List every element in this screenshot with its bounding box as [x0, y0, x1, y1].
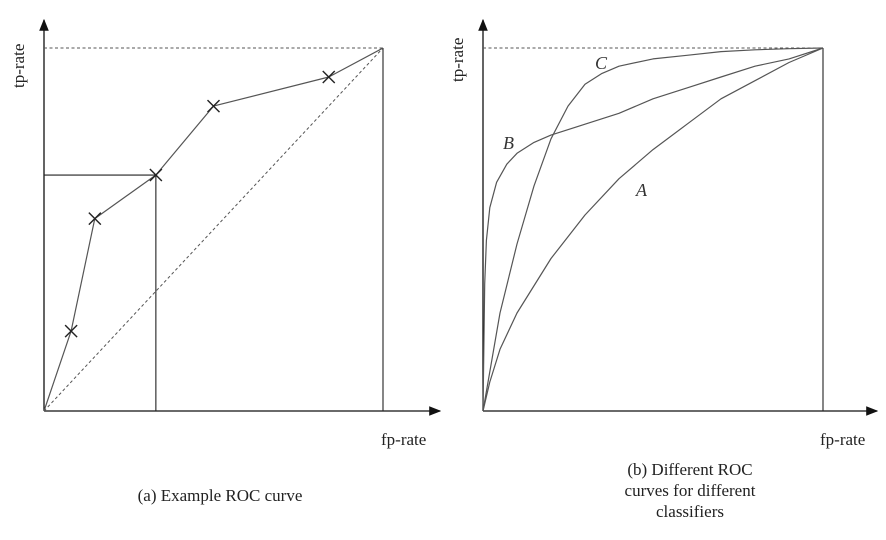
panel-b-caption-line-3: classifiers: [656, 502, 724, 521]
panel-a-point-marker-2: [88, 212, 102, 226]
panel-a-point-marker-3: [149, 168, 163, 182]
panel-a-point-marker-1: [64, 324, 78, 338]
panel-a-example-roc: [39, 18, 442, 416]
curve-label-a: A: [636, 180, 647, 200]
panel-a-point-marker-2-stroke-2: [88, 212, 102, 226]
panel-a-point-marker-1-stroke-2: [64, 324, 78, 338]
panel-a-point-marker-3-stroke-2: [149, 168, 163, 182]
curve-label-b: B: [503, 133, 514, 153]
panel-a-point-marker-5-stroke-2: [322, 70, 336, 84]
panel-b-different-roc: [478, 18, 879, 416]
panel-a-point-marker-5: [322, 70, 336, 84]
panel-a-caption: (a) Example ROC curve: [137, 486, 303, 505]
panel-a-diagonal-line: [43, 47, 384, 412]
panel-b-roc-curve-b: [482, 47, 824, 412]
curve-label-c: C: [595, 53, 608, 73]
panel-a-point-marker-4-stroke-2: [207, 99, 220, 113]
panel-a-point-marker-4: [207, 99, 220, 113]
panel-b-caption-line-1: (b) Different ROC: [627, 460, 753, 479]
panel-b-y-axis-label: tp-rate: [448, 37, 467, 82]
panel-b-roc-curve-c: [482, 47, 824, 412]
panel-a-x-axis-label: fp-rate: [381, 430, 427, 449]
panel-b-x-axis-label: fp-rate: [820, 430, 866, 449]
panel-a-y-axis-label: tp-rate: [9, 43, 28, 88]
panel-b-caption-line-2: curves for different: [624, 481, 756, 500]
panel-b-caption: (b) Different ROC curves for different c…: [585, 459, 795, 522]
panel-b-roc-curve-a: [482, 47, 824, 412]
